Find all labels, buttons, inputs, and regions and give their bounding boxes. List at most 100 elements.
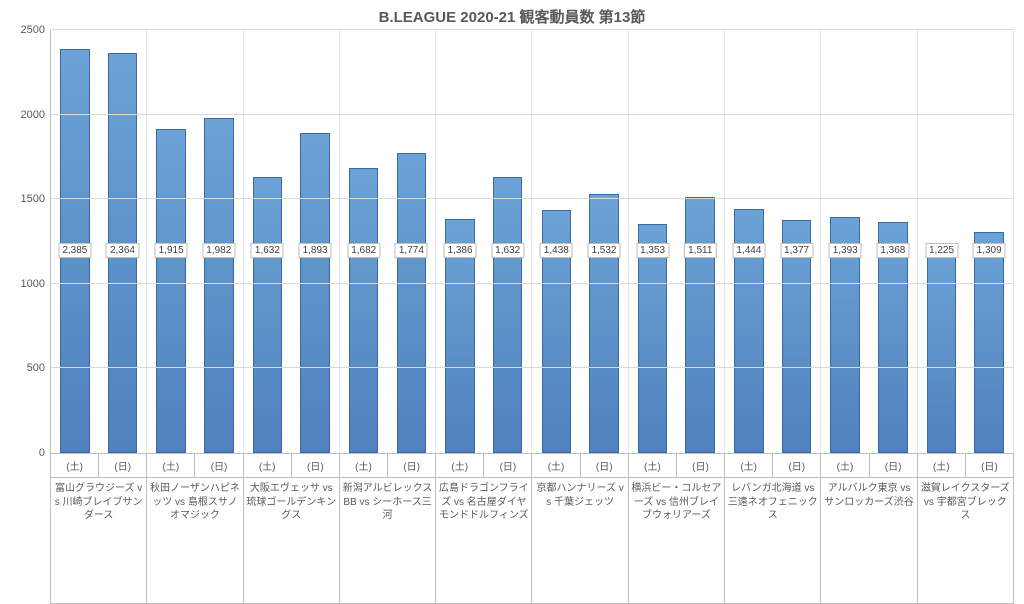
match-label: 広島ドラゴンフライズ vs 名古屋ダイヤモンドドルフィンズ [436, 478, 531, 603]
day-label: (日) [194, 454, 242, 477]
match-label: 滋賀レイクスターズ vs 宇都宮ブレックス [918, 478, 1013, 603]
gridline [51, 198, 1014, 199]
bar-cell: 1,532 [580, 30, 628, 453]
bar [685, 197, 715, 453]
chart-title: B.LEAGUE 2020-21 観客動員数 第13節 [0, 6, 1024, 27]
bar-cell: 1,386 [436, 30, 484, 453]
ytick-label: 1000 [21, 278, 51, 290]
day-row: (土)(日) [244, 454, 339, 478]
ytick-label: 2500 [21, 24, 51, 36]
ytick-label: 2000 [21, 109, 51, 121]
match-label: 新潟アルビレックス BB vs シーホース三河 [340, 478, 435, 603]
day-label: (土) [51, 454, 98, 477]
bar [589, 194, 619, 453]
bar-cell: 1,444 [725, 30, 773, 453]
x-axis: (土)(日)富山グラウジーズ vs 川崎ブレイブサンダース(土)(日)秋田ノーザ… [50, 454, 1014, 604]
bar-cell: 1,632 [244, 30, 292, 453]
match-label: レバンガ北海道 vs 三遠ネオフェニックス [725, 478, 820, 603]
bar-cell: 1,225 [918, 30, 966, 453]
value-label: 1,444 [732, 243, 765, 258]
bar-cell: 1,393 [821, 30, 869, 453]
day-label: (日) [483, 454, 531, 477]
bar-cell: 1,982 [195, 30, 243, 453]
bar-cell: 1,682 [340, 30, 388, 453]
day-label: (土) [725, 454, 772, 477]
day-label: (日) [387, 454, 435, 477]
bar-cell: 1,511 [676, 30, 724, 453]
bar [493, 177, 523, 453]
xaxis-group: (土)(日)富山グラウジーズ vs 川崎ブレイブサンダース [51, 454, 147, 604]
value-label: 1,632 [251, 243, 284, 258]
bar-cell: 2,364 [99, 30, 147, 453]
value-label: 1,915 [155, 243, 188, 258]
day-row: (土)(日) [436, 454, 531, 478]
bar [349, 168, 379, 453]
value-label: 1,511 [684, 243, 716, 258]
day-label: (土) [821, 454, 868, 477]
day-label: (日) [291, 454, 339, 477]
bar-cell: 1,632 [484, 30, 532, 453]
bar-cell: 1,915 [147, 30, 195, 453]
value-label: 1,893 [299, 243, 332, 258]
bar-group: 1,386 1,632 [436, 30, 532, 453]
day-label: (日) [965, 454, 1013, 477]
ytick-label: 1500 [21, 193, 51, 205]
bar-group: 1,632 1,893 [244, 30, 340, 453]
attendance-chart: B.LEAGUE 2020-21 観客動員数 第13節 2,385 2,364 1,… [0, 0, 1024, 604]
bar-group: 1,225 1,309 [918, 30, 1014, 453]
gridline [51, 29, 1014, 30]
day-row: (土)(日) [532, 454, 627, 478]
day-label: (土) [436, 454, 483, 477]
bar [974, 232, 1004, 453]
day-row: (土)(日) [340, 454, 435, 478]
xaxis-group: (土)(日)広島ドラゴンフライズ vs 名古屋ダイヤモンドドルフィンズ [436, 454, 532, 604]
value-label: 1,774 [395, 243, 428, 258]
day-label: (土) [244, 454, 291, 477]
day-row: (土)(日) [821, 454, 916, 478]
value-label: 1,225 [925, 243, 958, 258]
value-label: 2,385 [58, 243, 91, 258]
bar-cell: 1,438 [532, 30, 580, 453]
bar [253, 177, 283, 453]
xaxis-group: (土)(日)レバンガ北海道 vs 三遠ネオフェニックス [725, 454, 821, 604]
bar-cell: 1,309 [965, 30, 1013, 453]
bar [300, 133, 330, 453]
xaxis-group: (土)(日)京都ハンナリーズ vs 千葉ジェッツ [532, 454, 628, 604]
day-label: (日) [772, 454, 820, 477]
xaxis-group: (土)(日)新潟アルビレックス BB vs シーホース三河 [340, 454, 436, 604]
bar [156, 129, 186, 453]
value-label: 1,309 [973, 243, 1006, 258]
bar-cell: 1,893 [291, 30, 339, 453]
gridline [51, 114, 1014, 115]
day-label: (日) [98, 454, 146, 477]
match-label: 京都ハンナリーズ vs 千葉ジェッツ [532, 478, 627, 603]
day-row: (土)(日) [918, 454, 1013, 478]
match-label: 富山グラウジーズ vs 川崎ブレイブサンダース [51, 478, 146, 603]
day-row: (土)(日) [51, 454, 146, 478]
bar-cell: 1,377 [773, 30, 821, 453]
gridline [51, 283, 1014, 284]
bar-group: 1,353 1,511 [629, 30, 725, 453]
xaxis-group: (土)(日)横浜ビー・コルセアーズ vs 信州ブレイブウォリアーズ [629, 454, 725, 604]
match-label: 大阪エヴェッサ vs 琉球ゴールデンキングス [244, 478, 339, 603]
day-label: (日) [869, 454, 917, 477]
day-label: (土) [918, 454, 965, 477]
day-label: (日) [580, 454, 628, 477]
day-row: (土)(日) [725, 454, 820, 478]
bar-group: 1,3931,368 [821, 30, 917, 453]
bar-cell: 1,368 [869, 30, 917, 453]
xaxis-group: (土)(日)大阪エヴェッサ vs 琉球ゴールデンキングス [244, 454, 340, 604]
bar-cell: 1,774 [388, 30, 436, 453]
match-label: 横浜ビー・コルセアーズ vs 信州ブレイブウォリアーズ [629, 478, 724, 603]
bar [927, 246, 957, 453]
ytick-label: 500 [27, 362, 51, 374]
value-label: 1,532 [587, 243, 620, 258]
day-row: (土)(日) [147, 454, 242, 478]
day-label: (土) [629, 454, 676, 477]
value-label: 1,377 [780, 243, 813, 258]
value-label: 1,682 [347, 243, 380, 258]
bar-cell: 1,353 [629, 30, 677, 453]
value-label: 1,438 [540, 243, 573, 258]
value-label: 1,632 [491, 243, 524, 258]
day-label: (土) [532, 454, 579, 477]
